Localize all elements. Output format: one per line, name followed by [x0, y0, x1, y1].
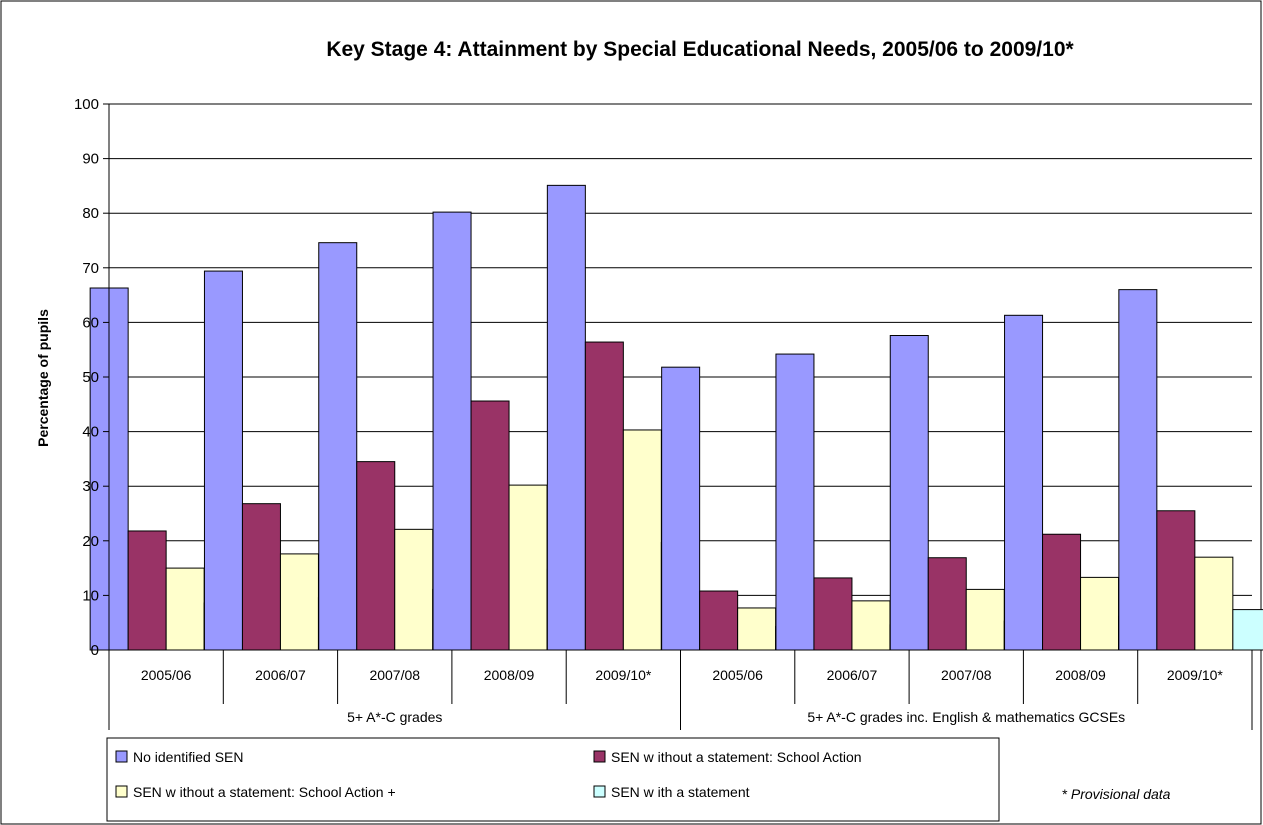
bar — [1194, 556, 1234, 651]
y-tick-label: 0 — [91, 642, 99, 659]
legend-swatch — [593, 785, 606, 798]
x-category-label: 2006/07 — [255, 667, 306, 683]
legend-swatch — [115, 785, 128, 798]
bar — [470, 400, 510, 651]
x-category-label: 2009/10* — [595, 667, 652, 683]
x-group-label: 5+ A*-C grades — [347, 709, 442, 725]
bar — [699, 590, 739, 651]
bar — [279, 553, 319, 651]
y-tick-label: 80 — [82, 205, 99, 222]
y-axis-label: Percentage of pupils — [35, 309, 51, 447]
x-category-label: 2007/08 — [941, 667, 992, 683]
bar — [775, 353, 815, 651]
legend-label: No identified SEN — [133, 749, 244, 765]
x-group-label: 5+ A*-C grades inc. English & mathematic… — [807, 709, 1125, 725]
bar — [584, 341, 624, 651]
y-axis-ticks: 0 10 20 30 40 50 60 70 80 90 100 — [74, 96, 99, 659]
y-tick-label: 20 — [82, 533, 99, 550]
bar — [127, 530, 167, 651]
bar — [165, 567, 205, 651]
bar — [241, 503, 281, 651]
bar — [965, 588, 1005, 651]
x-category-label: 2008/09 — [484, 667, 535, 683]
bar — [889, 335, 929, 651]
legend: No identified SEN SEN w ithout a statemen… — [106, 737, 1000, 822]
x-category-label: 2009/10* — [1167, 667, 1224, 683]
bar — [1004, 314, 1044, 651]
y-tick-label: 10 — [82, 587, 99, 604]
legend-swatch — [115, 750, 128, 763]
legend-label: SEN w ithout a statement: School Action — [611, 749, 862, 765]
y-tick-label: 60 — [82, 314, 99, 331]
provisional-note: * Provisional data — [1062, 786, 1171, 802]
x-category-label: 2008/09 — [1055, 667, 1106, 683]
axes — [103, 103, 1253, 730]
y-tick-label: 50 — [82, 369, 99, 386]
bar — [508, 484, 548, 651]
bar — [394, 528, 434, 651]
x-category-label: 2005/06 — [141, 667, 192, 683]
legend-swatch — [593, 750, 606, 763]
x-category-label: 2005/06 — [712, 667, 763, 683]
bar — [851, 600, 891, 651]
x-category-label: 2006/07 — [827, 667, 878, 683]
x-axis-categories: 2005/06 2006/07 2007/08 2008/09 2009/10* 2005… — [141, 667, 1224, 683]
bar — [432, 211, 472, 651]
x-axis-groups: 5+ A*-C grades 5+ A*-C grades inc. Englis… — [347, 709, 1125, 725]
bar — [661, 366, 701, 651]
legend-label: SEN w ithout a statement: School Action … — [133, 784, 396, 800]
bar — [622, 429, 662, 651]
x-category-label: 2007/08 — [369, 667, 420, 683]
legend-box — [106, 737, 1000, 822]
y-tick-label: 30 — [82, 478, 99, 495]
chart-title: Key Stage 4: Attainment by Special Educa… — [326, 38, 1074, 61]
bar — [203, 270, 243, 651]
bar — [1080, 576, 1120, 651]
bar — [1118, 289, 1158, 651]
bar — [1156, 510, 1196, 651]
bar — [927, 557, 967, 651]
bar — [1042, 533, 1082, 651]
bar — [356, 461, 396, 651]
y-tick-label: 70 — [82, 260, 99, 277]
y-tick-label: 100 — [74, 96, 99, 113]
bar — [318, 242, 358, 651]
bar — [546, 184, 586, 651]
y-tick-label: 40 — [82, 424, 99, 441]
bar — [1232, 609, 1263, 651]
bar — [737, 607, 777, 651]
y-tick-label: 90 — [82, 151, 99, 168]
bar — [813, 577, 853, 651]
legend-label: SEN w ith a statement — [611, 784, 750, 800]
